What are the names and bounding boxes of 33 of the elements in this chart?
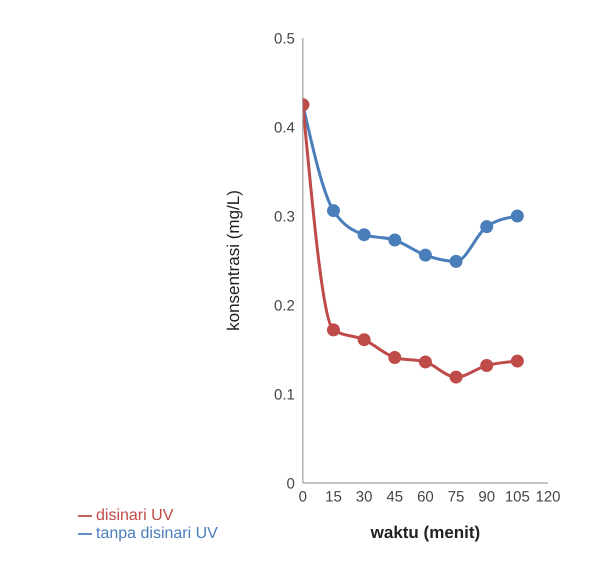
x-tick-label: 30 (356, 488, 372, 506)
point (418, 248, 432, 262)
y-tick-label: 0.4 (274, 119, 295, 136)
y-tick-label: 0.3 (274, 208, 295, 226)
point (326, 323, 340, 336)
point (480, 359, 494, 372)
legend-label: tanpa disinari UV (96, 525, 218, 542)
x-tick-label: 120 (535, 488, 561, 506)
point (510, 354, 524, 368)
point (358, 333, 371, 346)
point (358, 228, 371, 242)
point (480, 220, 494, 234)
y-tick-label: 0.1 (274, 386, 295, 404)
y-tick-label: 0.5 (274, 30, 295, 48)
x-tick-label: 75 (448, 488, 464, 506)
x-tick-label: 105 (504, 488, 530, 506)
point (450, 370, 463, 384)
y-tick-label: 0.2 (274, 297, 295, 314)
x-tick-label: 0 (298, 488, 308, 506)
x-axis-title: waktu (menit) (370, 523, 480, 542)
legend-label: disinari UV (96, 507, 174, 524)
point (418, 355, 432, 368)
point (450, 254, 463, 268)
x-tick-label: 60 (417, 488, 434, 506)
x-tick-label: 15 (325, 488, 342, 506)
y-axis-title: konsentrasi (mg/L) (224, 190, 243, 331)
point (388, 351, 402, 364)
point (388, 234, 402, 247)
point (326, 204, 340, 218)
y-tick-label: 0 (286, 475, 295, 492)
point (510, 210, 524, 222)
x-tick-label: 90 (478, 488, 496, 506)
x-tick-label: 45 (386, 488, 404, 506)
